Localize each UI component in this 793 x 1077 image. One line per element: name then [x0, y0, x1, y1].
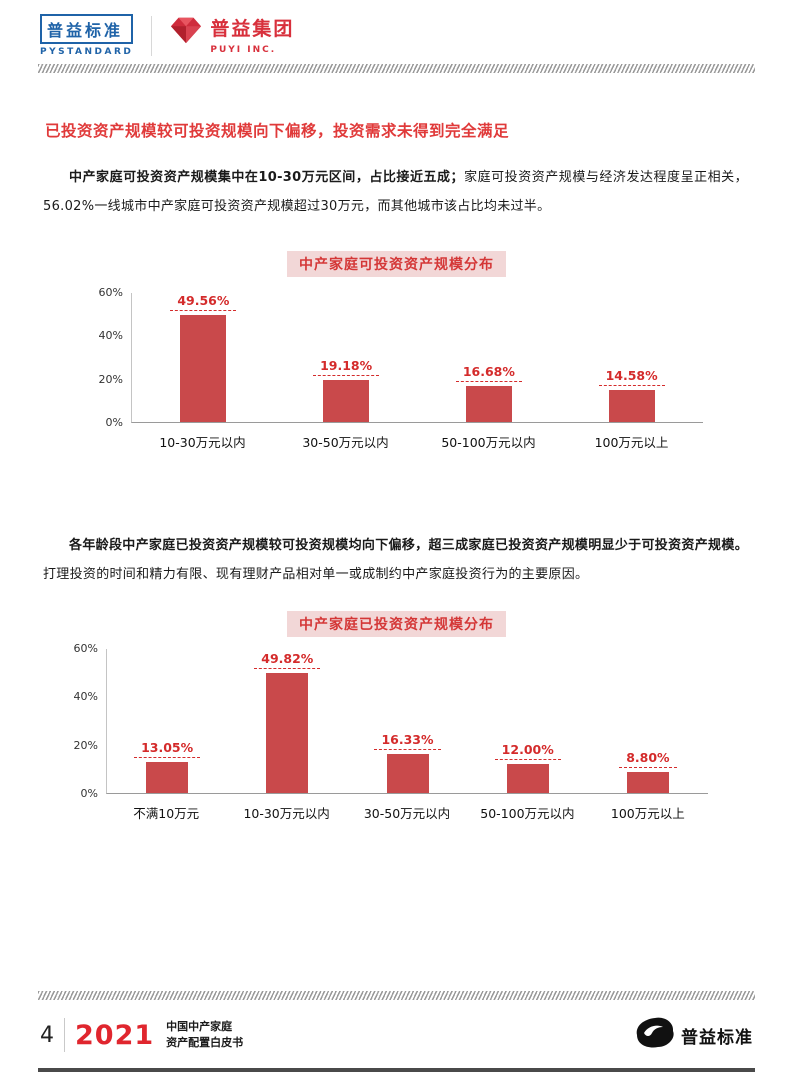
bar [146, 761, 189, 793]
page-header: 普益标准 PYSTANDARD 普益集团 PUYI INC. [0, 0, 793, 64]
puyi-logo-en: PUYI INC. [210, 45, 277, 55]
bar [180, 314, 227, 422]
y-tick-label: 20% [98, 372, 123, 386]
footer-divider [64, 1018, 65, 1052]
bar-value-label: 12.00% [494, 742, 561, 760]
category-label: 10-30万元以内 [159, 435, 246, 450]
chart-invested-assets: 0% 20% 40% 60% 13.05% 49.82% 16.33% 12.00% 8.80… [60, 642, 708, 822]
paragraph-2-lead: 各年龄段中产家庭已投资资产规模较可投资规模均向下偏移，超三成家庭已投资资产规模明… [69, 538, 748, 553]
footer-year: 2021 [75, 1019, 155, 1051]
footer-doc-line1: 中国中产家庭 [166, 1019, 233, 1033]
bar-value-label: 14.58% [598, 368, 665, 387]
puyi-logo: 普益集团 PUYI INC. [170, 14, 294, 55]
category-label: 100万元以上 [594, 435, 669, 450]
bar [386, 753, 429, 793]
bar-value-label: 8.80% [619, 750, 677, 768]
category-label: 50-100万元以内 [441, 435, 536, 450]
bar-value-label: 19.18% [313, 358, 380, 377]
y-tick-label: 0% [105, 416, 123, 429]
chart-1-y-axis: 0% 20% 40% 60% [85, 286, 131, 451]
y-tick-label: 40% [98, 329, 123, 343]
divider-hatch-top [38, 64, 755, 73]
y-tick-label: 20% [73, 738, 98, 752]
divider-hatch-bottom [38, 991, 755, 1000]
puyi-logo-cn: 普益集团 [210, 18, 295, 40]
y-tick-label: 60% [98, 286, 123, 299]
bar-value-label: 49.56% [170, 293, 237, 311]
chart-1-title-wrap: 中产家庭可投资资产规模分布 [0, 251, 793, 277]
bar [465, 385, 512, 422]
bar-group: 19.18% [275, 358, 418, 422]
chart-1-title: 中产家庭可投资资产规模分布 [287, 251, 506, 277]
bar-group: 49.56% [132, 293, 275, 422]
ink-blob-bird-icon [634, 1016, 676, 1054]
paragraph-1-rest: 家庭可投资资产规模与经济发达程度呈正相关，56.02%一线城市中产家庭可投资资产… [43, 170, 748, 214]
bar-value-label: 16.68% [455, 364, 522, 382]
bar [608, 390, 655, 422]
chart-2-bars: 13.05% 49.82% 16.33% 12.00% 8.80% [106, 649, 708, 794]
bar [626, 771, 669, 793]
bar-group: 8.80% [588, 750, 708, 793]
footer-brand-text: 普益标准 [681, 1027, 753, 1048]
bar-value-label: 13.05% [134, 740, 201, 758]
chart-2-plot: 13.05% 49.82% 16.33% 12.00% 8.80% 不满10万元 10-3… [106, 649, 708, 822]
chart-1-plot: 49.56% 19.18% 16.68% 14.58% 10-30万元以内 30-50万… [131, 293, 703, 451]
y-tick-label: 60% [73, 642, 98, 655]
bar-value-label: 16.33% [374, 732, 441, 750]
pystandard-logo-en: PYSTANDARD [40, 47, 134, 57]
bar-group: 16.68% [418, 364, 561, 422]
bar-group: 14.58% [560, 368, 703, 422]
paragraph-1-lead: 中产家庭可投资资产规模集中在10-30万元区间，占比接近五成； [69, 170, 464, 185]
category-label: 30-50万元以内 [302, 435, 389, 450]
bar [266, 672, 309, 793]
category-label: 不满10万元 [133, 806, 200, 821]
chart-1-categories: 10-30万元以内 30-50万元以内 50-100万元以内 100万元以上 [131, 423, 703, 451]
bar-group: 12.00% [468, 742, 588, 793]
chart-2-y-axis: 0% 20% 40% 60% [60, 642, 106, 822]
bar [506, 764, 549, 793]
bar-group: 13.05% [107, 740, 227, 793]
chart-investable-assets: 0% 20% 40% 60% 49.56% 19.18% 16.68% 14.58% 10-… [85, 286, 703, 451]
section-heading: 已投资资产规模较可投资规模向下偏移，投资需求未得到完全满足 [45, 122, 510, 140]
bar-value-label: 49.82% [254, 651, 321, 669]
category-label: 100万元以上 [610, 806, 685, 821]
chart-1-bars: 49.56% 19.18% 16.68% 14.58% [131, 293, 703, 423]
pystandard-logo-cn: 普益标准 [40, 14, 134, 44]
bar-group: 16.33% [347, 732, 467, 793]
y-tick-label: 0% [80, 787, 98, 800]
diamond-icon [170, 14, 202, 50]
chart-2-title: 中产家庭已投资资产规模分布 [287, 611, 506, 637]
category-label: 50-100万元以内 [480, 806, 575, 821]
paragraph-2: 各年龄段中产家庭已投资资产规模较可投资规模均向下偏移，超三成家庭已投资资产规模明… [43, 531, 748, 589]
page-footer: 4 2021 中国中产家庭 资产配置白皮书 普益标准 [0, 991, 793, 1077]
bar-group: 49.82% [227, 651, 347, 793]
footer-brand-logo: 普益标准 [634, 1016, 753, 1054]
paragraph-1: 中产家庭可投资资产规模集中在10-30万元区间，占比接近五成；家庭可投资资产规模… [43, 163, 748, 221]
footer-doc-title: 中国中产家庭 资产配置白皮书 [166, 1019, 243, 1052]
chart-2-title-wrap: 中产家庭已投资资产规模分布 [0, 611, 793, 637]
category-label: 10-30万元以内 [243, 806, 330, 821]
y-tick-label: 40% [73, 690, 98, 704]
footer-left: 4 2021 中国中产家庭 资产配置白皮书 [40, 1018, 243, 1052]
logo-divider [151, 16, 153, 56]
footer-doc-line2: 资产配置白皮书 [166, 1036, 244, 1049]
paragraph-2-rest: 打理投资的时间和精力有限、现有理财产品相对单一或成制约中产家庭投资行为的主要原因… [43, 567, 589, 582]
chart-2-categories: 不满10万元 10-30万元以内 30-50万元以内 50-100万元以内 100万元以… [106, 794, 708, 822]
pystandard-logo: 普益标准 PYSTANDARD [40, 14, 134, 57]
page-number: 4 [40, 1022, 54, 1048]
category-label: 30-50万元以内 [363, 806, 451, 821]
bar [323, 380, 370, 422]
bottom-rule [38, 1068, 755, 1072]
